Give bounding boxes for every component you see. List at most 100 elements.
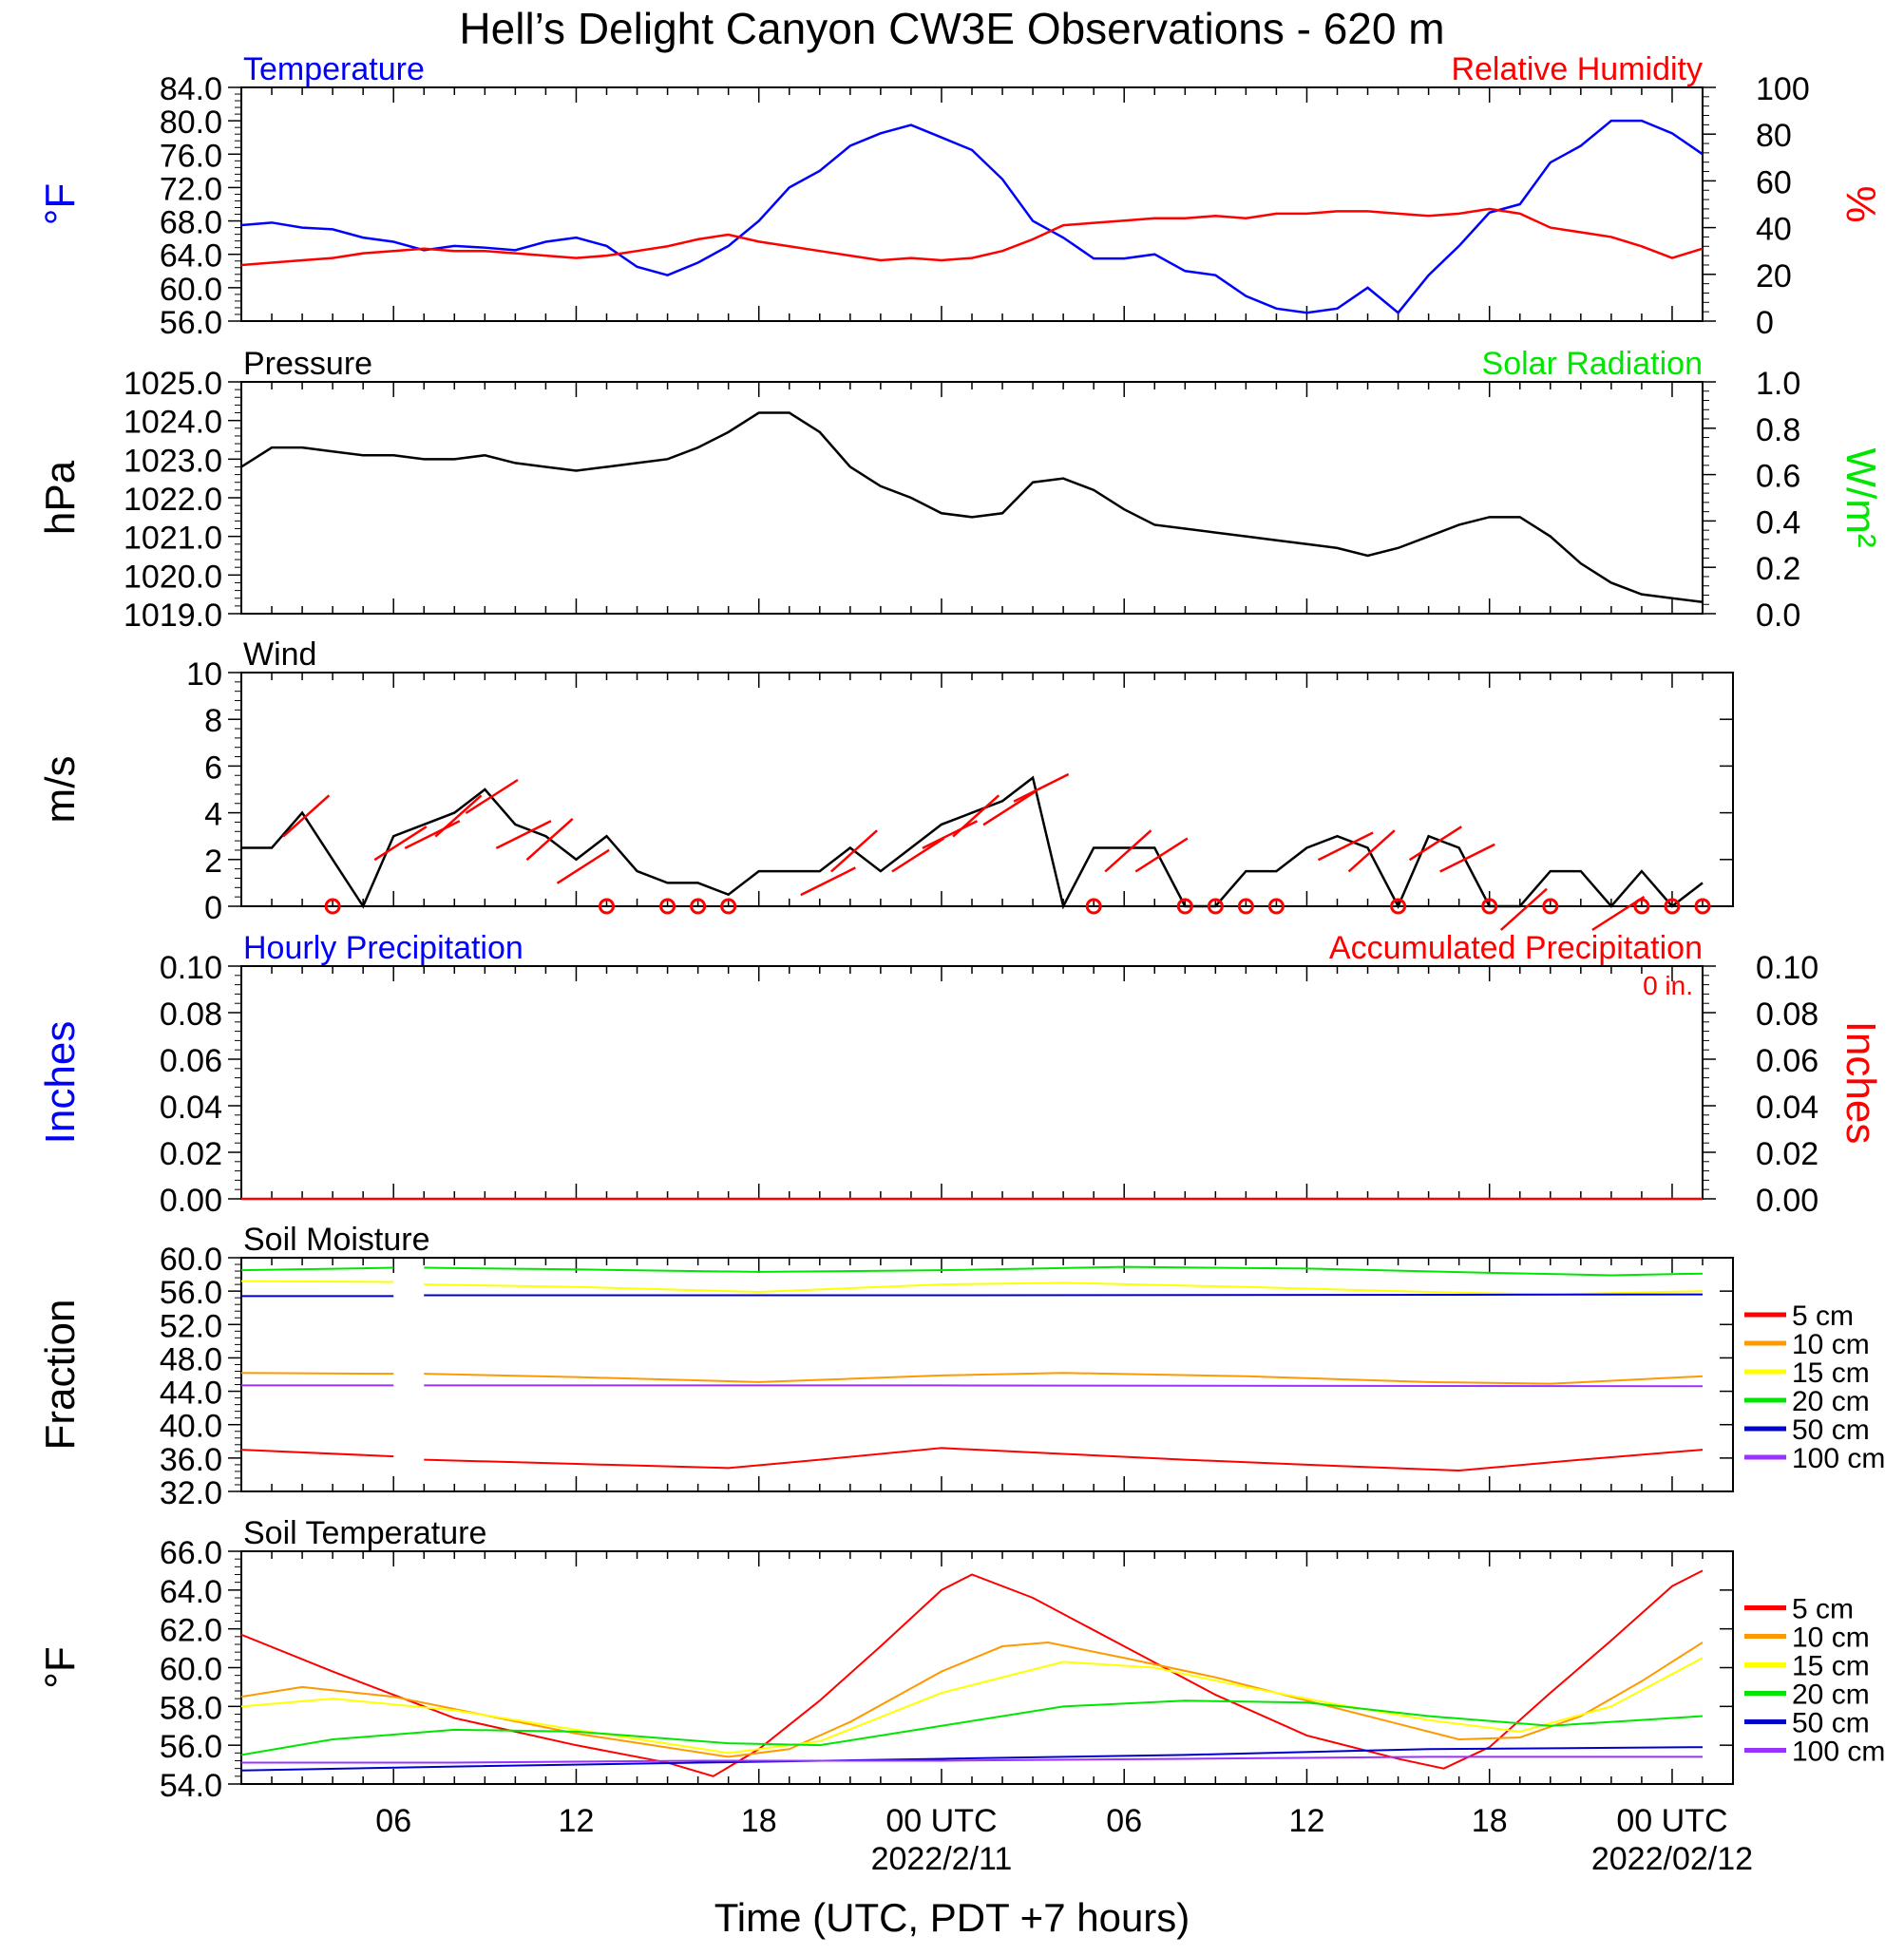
soil-moisture-series-1	[424, 1372, 1704, 1385]
temp-rh-ytick-label: 68.0	[160, 205, 222, 241]
wind-barb	[434, 794, 483, 838]
wind-barb	[465, 778, 519, 815]
x-tick-label: 12	[1289, 1803, 1325, 1839]
wind-series-0	[241, 775, 1704, 910]
x-axis-label: Time (UTC, PDT +7 hours)	[714, 1895, 1190, 1940]
x-tick-label: 18	[1472, 1803, 1508, 1839]
precip-ytick-right-label: 0.10	[1756, 950, 1818, 986]
soil-moisture-ytick-label: 40.0	[160, 1409, 222, 1445]
wind-ytick-label: 10	[186, 656, 222, 693]
soil-moisture-ytick-label: 60.0	[160, 1242, 222, 1278]
wind-barb	[525, 817, 574, 862]
x-tick-label: 06	[375, 1803, 411, 1839]
soil-moisture-legend-label: 15 cm	[1792, 1357, 1870, 1389]
wind-ytick-label: 8	[204, 703, 222, 739]
wind-calm-marker	[1481, 898, 1498, 915]
soil-moisture-legend-label: 100 cm	[1792, 1443, 1885, 1474]
precip-ytick-right-label: 0.00	[1756, 1183, 1818, 1219]
precip-ylabel-right: Inches	[1837, 1021, 1884, 1145]
temp-rh-ytick-label: 64.0	[160, 238, 222, 275]
wind-calm-marker	[1694, 898, 1711, 915]
wind-calm-marker	[690, 898, 707, 915]
temp-rh-ytick-label: 76.0	[160, 138, 222, 174]
soil-moisture-frame	[240, 1257, 1734, 1492]
pressure-frame	[240, 381, 1704, 615]
soil-temp-ytick-label: 66.0	[160, 1535, 222, 1571]
temp-rh-ytick-right-label: 20	[1756, 258, 1792, 294]
soil-moisture-series-1	[240, 1372, 394, 1376]
pressure-ylabel-right: W/m²	[1837, 447, 1884, 547]
pressure-ytick-label: 1021.0	[124, 521, 222, 557]
x-tick-label: 18	[741, 1803, 777, 1839]
soil-moisture-ytick-label: 56.0	[160, 1275, 222, 1311]
soil-moisture-ytick-label: 52.0	[160, 1308, 222, 1344]
soil-temp-series-4	[240, 1746, 1704, 1772]
precip-ytick-label: 0.10	[160, 950, 222, 986]
wind-calm-marker	[720, 898, 737, 915]
soil-temp-legend-label: 100 cm	[1792, 1737, 1885, 1768]
pressure-series-0	[240, 411, 1704, 604]
pressure-title-right: Solar Radiation	[1482, 346, 1703, 382]
pressure-ytick-right-label: 0.2	[1756, 551, 1800, 587]
temp-rh-title-right: Relative Humidity	[1451, 51, 1703, 87]
soil-moisture-series-0	[240, 1449, 394, 1458]
wind-calm-marker	[1207, 898, 1224, 915]
wind-calm-marker	[1237, 898, 1254, 915]
temp-rh-ytick-label: 56.0	[160, 305, 222, 341]
wind-calm-marker	[659, 898, 676, 915]
temp-rh-ytick-right-label: 80	[1756, 118, 1792, 154]
wind-barb	[1134, 837, 1189, 873]
soil-moisture-series-4	[424, 1293, 1704, 1297]
precip-ytick-right-label: 0.04	[1756, 1090, 1818, 1126]
x-tick-label: 00 UTC	[885, 1803, 997, 1839]
precip-ytick-label: 0.02	[160, 1136, 222, 1172]
precip-accum-total: 0 in.	[1643, 971, 1693, 1000]
pressure-ytick-label: 1023.0	[124, 443, 222, 479]
temp-rh-ytick-right-label: 40	[1756, 212, 1792, 248]
soil-moisture-ytick-label: 32.0	[160, 1475, 222, 1511]
wind-barb	[282, 794, 331, 838]
temp-rh-ytick-label: 60.0	[160, 272, 222, 308]
pressure-ytick-label: 1022.0	[124, 482, 222, 518]
wind-barb	[829, 829, 878, 873]
precip-title-left: Hourly Precipitation	[243, 930, 524, 966]
soil-temp-series-2	[240, 1657, 1704, 1755]
wind-ytick-label: 4	[204, 797, 222, 833]
soil-moisture-legend-label: 10 cm	[1792, 1329, 1870, 1360]
soil-temp-ytick-label: 56.0	[160, 1729, 222, 1765]
temp-rh-ytick-right-label: 0	[1756, 305, 1774, 341]
wind-ytick-label: 6	[204, 750, 222, 786]
x-tick-label: 00 UTC	[1616, 1803, 1727, 1839]
soil-moisture-ytick-label: 48.0	[160, 1341, 222, 1377]
precip-ytick-right-label: 0.08	[1756, 996, 1818, 1033]
soil-temp-ytick-label: 58.0	[160, 1690, 222, 1726]
pressure-ytick-right-label: 1.0	[1756, 366, 1800, 402]
soil-temp-legend-label: 20 cm	[1792, 1680, 1870, 1711]
pressure-ytick-label: 1020.0	[124, 559, 222, 595]
soil-temp-legend-label: 15 cm	[1792, 1651, 1870, 1682]
wind-calm-marker	[324, 898, 341, 915]
wind-barb	[952, 794, 1000, 838]
temp-rh-series-1	[240, 207, 1704, 267]
temp-rh-frame	[240, 86, 1704, 322]
soil-moisture-series-3	[424, 1265, 1704, 1277]
soil-moisture-legend-label: 5 cm	[1792, 1300, 1854, 1332]
pressure-ytick-label: 1025.0	[124, 366, 222, 402]
wind-barb	[891, 837, 945, 873]
pressure-ytick-right-label: 0.0	[1756, 598, 1800, 634]
soil-temp-legend-label: 10 cm	[1792, 1623, 1870, 1654]
pressure-ytick-label: 1024.0	[124, 405, 222, 441]
precip-ytick-label: 0.00	[160, 1183, 222, 1219]
soil-temp-ytick-label: 64.0	[160, 1574, 222, 1610]
soil-moisture-series-2	[424, 1281, 1704, 1296]
soil-temp-series-1	[240, 1641, 1704, 1758]
wind-barb	[982, 790, 1037, 826]
wind-barb	[800, 866, 856, 897]
x-tick-date: 2022/02/12	[1591, 1841, 1753, 1877]
pressure-title-left: Pressure	[243, 346, 372, 382]
soil-temp-legend-label: 50 cm	[1792, 1708, 1870, 1739]
page-title: Hell’s Delight Canyon CW3E Observations …	[459, 4, 1445, 53]
soil-moisture-ytick-label: 36.0	[160, 1442, 222, 1478]
wind-calm-marker	[1542, 898, 1559, 915]
